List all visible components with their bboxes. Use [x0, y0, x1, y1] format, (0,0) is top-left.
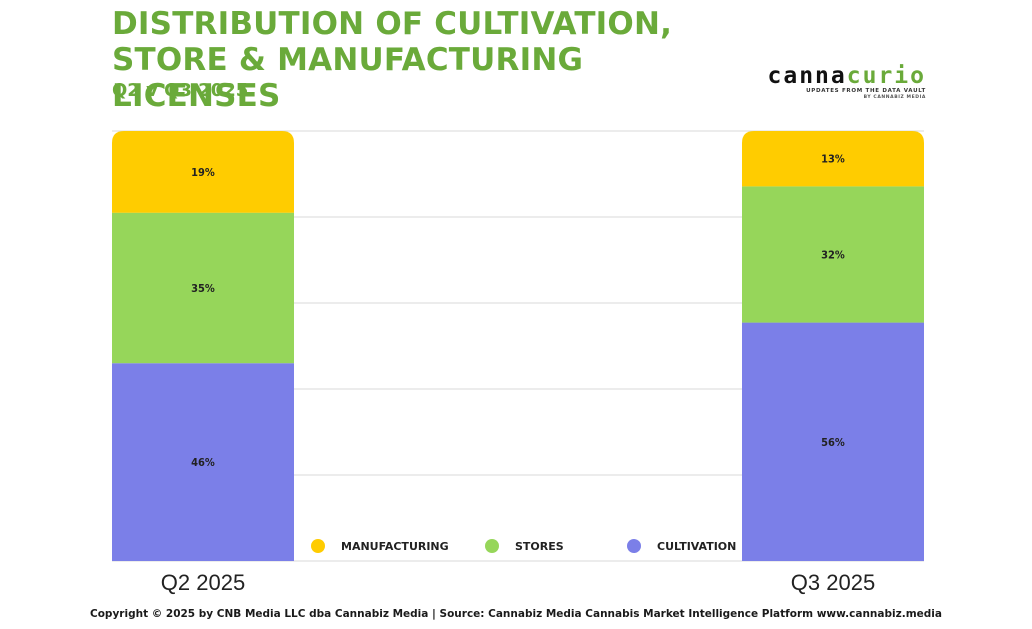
bar-segment-stores [742, 186, 924, 323]
stacked-bar-chart: 46% 35% 19% 56% 32% 13% Q2 2025 Q3 2025 MANUFA… [112, 130, 924, 595]
data-label: 13% [821, 153, 845, 166]
bar-segment-manufacturing [742, 131, 924, 187]
chart-title: DISTRIBUTION OF CULTIVATION, STORE & MAN… [112, 6, 673, 114]
bar-segment-cultivation [112, 363, 294, 561]
data-label: 32% [821, 248, 845, 261]
bar-segment-manufacturing [112, 131, 294, 213]
chart-subtitle: Q2 v Q3 2025 [112, 80, 249, 101]
cannacurio-logo: cannacurio UPDATES FROM THE DATA VAULT B… [750, 64, 926, 101]
bar-segment-stores [112, 212, 294, 364]
x-tick-label: Q2 2025 [161, 570, 245, 595]
chart-x-tick-labels: Q2 2025 Q3 2025 [161, 570, 875, 595]
data-label: 46% [191, 456, 215, 469]
bar-stack-q3-2025: 56% 32% 13% [742, 131, 924, 561]
legend-swatch-manufacturing [311, 539, 325, 553]
chart-bars: 46% 35% 19% 56% 32% 13% [112, 131, 924, 561]
legend-label-cultivation: CULTIVATION [657, 540, 736, 553]
logo-byline: BY CANNABIZ MEDIA [863, 95, 926, 100]
x-tick-label: Q3 2025 [791, 570, 875, 595]
logo-tagline: UPDATES FROM THE DATA VAULT [806, 88, 926, 94]
logo-wordmark: cannacurio [750, 64, 926, 88]
bar-segment-cultivation [742, 322, 924, 561]
data-label: 35% [191, 282, 215, 295]
footer-copyright: Copyright © 2025 by CNB Media LLC dba Ca… [90, 608, 942, 620]
data-label: 19% [191, 166, 215, 179]
data-label: 56% [821, 436, 845, 449]
logo-word-part2: curio [846, 63, 926, 89]
legend-label-stores: STORES [515, 540, 564, 553]
bar-stack-q2-2025: 46% 35% 19% [112, 131, 294, 561]
legend-swatch-stores [485, 539, 499, 553]
legend-label-manufacturing: MANUFACTURING [341, 540, 449, 553]
logo-word-part1: canna [767, 63, 847, 89]
legend-swatch-cultivation [627, 539, 641, 553]
chart-legend: MANUFACTURING STORES CULTIVATION [311, 539, 736, 553]
